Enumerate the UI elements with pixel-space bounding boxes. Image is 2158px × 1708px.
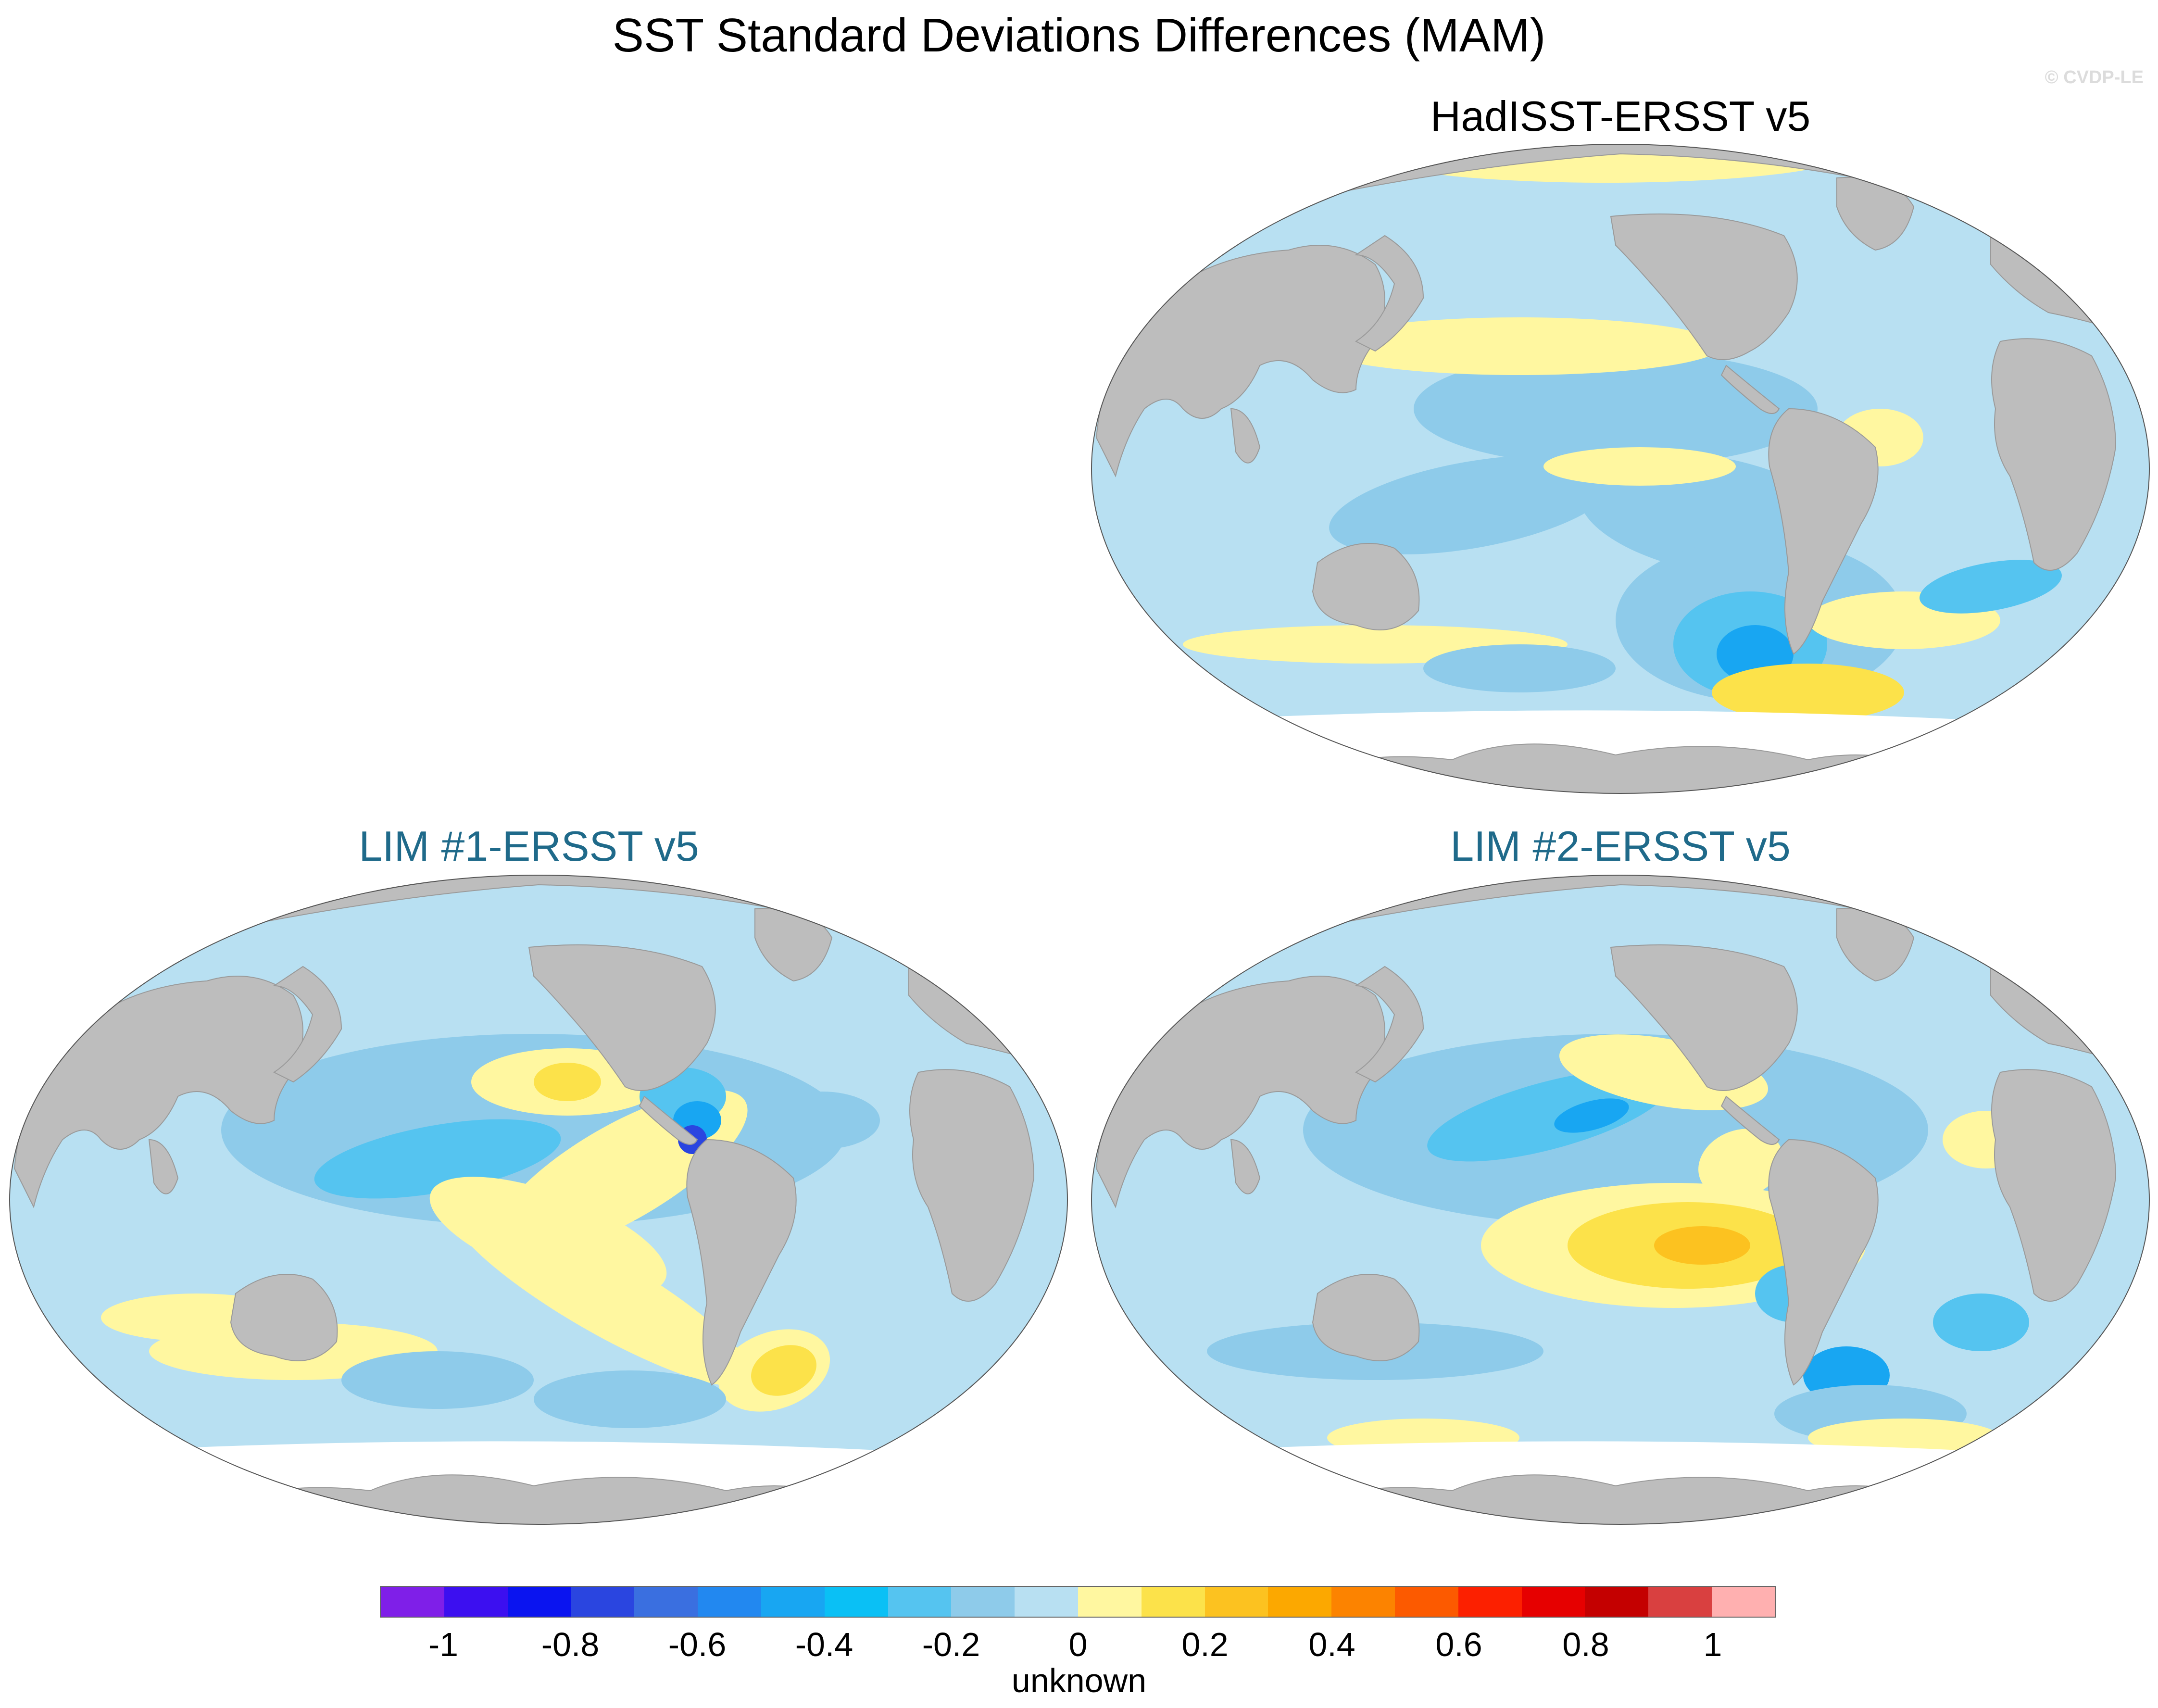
- panel-title-lim2: LIM #2-ERSST v5: [1450, 822, 1791, 870]
- colorbar-swatch-19: [1585, 1587, 1649, 1617]
- map-panel-lim1: [9, 875, 1068, 1525]
- land-mass: [1768, 408, 1879, 655]
- watermark-text: © CVDP-LE: [2045, 67, 2144, 88]
- panel-title-hadisst: HadISST-ERSST v5: [1430, 92, 1811, 140]
- colorbar-swatch-20: [1648, 1587, 1712, 1617]
- colorbar-swatch-3: [571, 1587, 635, 1617]
- colorbar-swatch-11: [1078, 1587, 1142, 1617]
- anomaly-contour: [341, 1351, 534, 1409]
- anomaly-contour: [1554, 1098, 1629, 1133]
- land-mass: [1610, 944, 1798, 1091]
- colorbar-swatch-14: [1268, 1587, 1332, 1617]
- colorbar-tick-label: 0.2: [1181, 1626, 1229, 1663]
- colorbar-tick-label: -0.6: [668, 1626, 727, 1663]
- colorbar-swatch-21: [1712, 1587, 1775, 1617]
- land-mass: [528, 944, 716, 1091]
- colorbar-swatch-18: [1521, 1587, 1585, 1617]
- colorbar-swatch-12: [1141, 1587, 1205, 1617]
- anomaly-contour: [1920, 560, 2062, 614]
- anomaly-contour: [751, 1345, 816, 1396]
- land-mass: [148, 1139, 179, 1194]
- colorbar-tick-label: -0.2: [922, 1626, 980, 1663]
- colorbar-swatch-13: [1204, 1587, 1268, 1617]
- figure-title: SST Standard Deviations Differences (MAM…: [612, 9, 1546, 62]
- colorbar-swatch-4: [634, 1587, 698, 1617]
- colorbar-swatch-6: [761, 1587, 825, 1617]
- land-mass: [1230, 1139, 1261, 1194]
- colorbar-tick-labels: -1 -0.8 -0.6 -0.4 -0.2 0 0.2 0.4 0.6 0.8 1: [380, 1625, 1776, 1669]
- land-mass: [1991, 338, 2117, 571]
- land-mass: [1768, 1139, 1879, 1386]
- map-panel-lim2: [1091, 875, 2150, 1525]
- land-mass: [1354, 235, 1424, 352]
- colorbar-tick-label: 0.6: [1435, 1626, 1482, 1663]
- map-outline: [1091, 875, 2150, 1525]
- land-mass: [639, 1095, 698, 1145]
- anomaly-contour: [765, 1092, 880, 1149]
- anomaly-contour: [314, 1119, 561, 1199]
- colorbar-swatch-5: [698, 1587, 761, 1617]
- land-mass: [1354, 966, 1424, 1083]
- anomaly-contour: [1933, 1294, 2029, 1351]
- colorbar-tick-label: -1: [428, 1626, 459, 1663]
- colorbar-tick-label: 0.8: [1562, 1626, 1609, 1663]
- panel-title-lim1: LIM #1-ERSST v5: [359, 822, 699, 870]
- anomaly-contour: [1543, 447, 1736, 486]
- colorbar-tick-label: 0.4: [1308, 1626, 1355, 1663]
- land-mass: [1610, 214, 1798, 360]
- colorbar-tick-label: -0.8: [541, 1626, 600, 1663]
- anomaly-contour: [1698, 1129, 1783, 1199]
- anomaly-contour: [1712, 664, 1904, 721]
- colorbar-tick-label: 1: [1703, 1626, 1722, 1663]
- colorbar-tick-label: 0: [1068, 1626, 1088, 1663]
- land-mass: [1312, 543, 1420, 630]
- land-mass: [1720, 364, 1780, 414]
- anomaly-contour: [1317, 317, 1721, 375]
- anomaly-contour: [1329, 455, 1614, 554]
- colorbar-swatch-10: [1015, 1587, 1078, 1617]
- anomaly-contour: [1423, 644, 1616, 692]
- anomaly-contour: [534, 1063, 601, 1101]
- colorbar-swatch-8: [888, 1587, 952, 1617]
- map-panel-hadisst: [1091, 144, 2150, 794]
- colorbar-swatch-15: [1331, 1587, 1395, 1617]
- colorbar-swatch-1: [444, 1587, 508, 1617]
- map-outline: [9, 875, 1068, 1525]
- land-mass: [230, 1274, 338, 1361]
- land-mass: [1230, 408, 1261, 464]
- anomaly-contour: [1654, 1226, 1750, 1265]
- colorbar-swatch-7: [824, 1587, 888, 1617]
- colorbar: [380, 1586, 1776, 1618]
- land-mass: [909, 1069, 1035, 1302]
- colorbar-swatch-9: [951, 1587, 1015, 1617]
- land-mass: [1720, 1095, 1780, 1145]
- land-mass: [1991, 1069, 2117, 1302]
- colorbar-swatch-0: [381, 1587, 444, 1617]
- colorbar-swatch-2: [507, 1587, 571, 1617]
- anomaly-contour: [534, 1370, 726, 1428]
- anomaly-contour: [450, 1201, 753, 1386]
- anomaly-contour: [1414, 351, 1818, 466]
- colorbar-tick-label: -0.4: [795, 1626, 853, 1663]
- land-mass: [272, 966, 342, 1083]
- colorbar-swatch-16: [1395, 1587, 1458, 1617]
- colorbar-swatch-17: [1458, 1587, 1522, 1617]
- colorbar-units-label: unknown: [1011, 1662, 1147, 1699]
- map-outline: [1091, 144, 2150, 794]
- land-mass: [1312, 1274, 1420, 1361]
- land-mass: [686, 1139, 797, 1386]
